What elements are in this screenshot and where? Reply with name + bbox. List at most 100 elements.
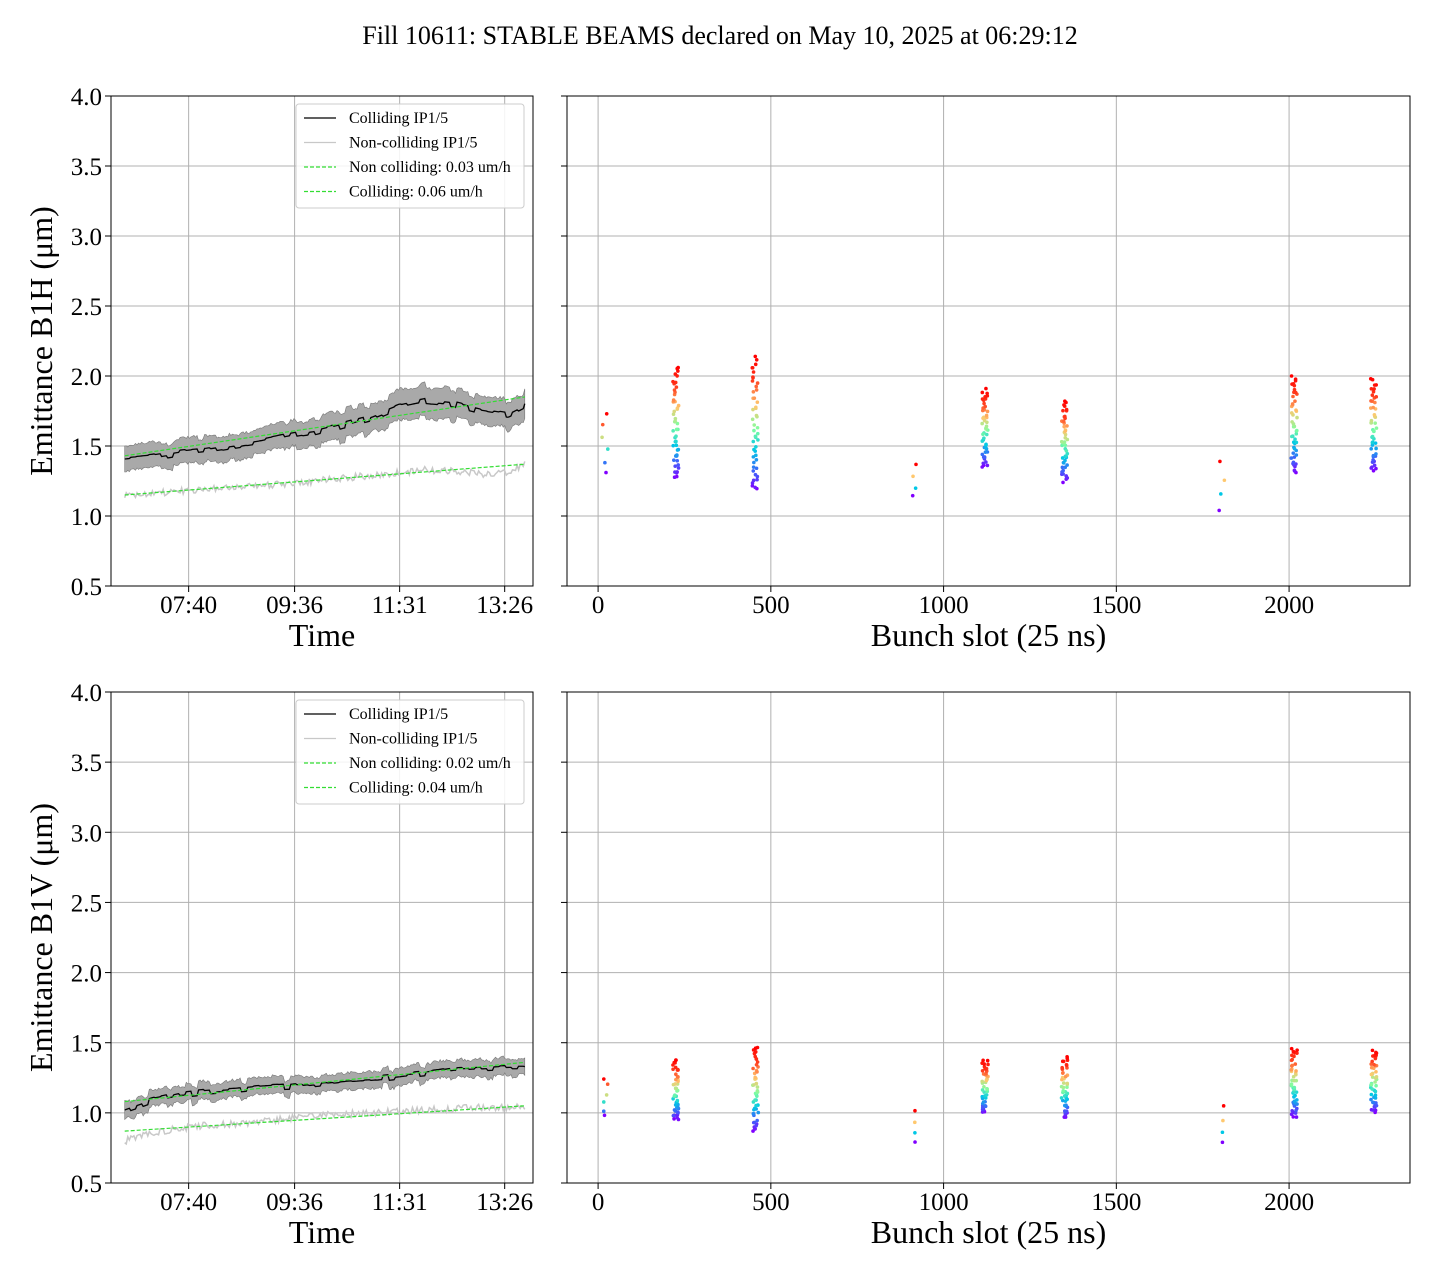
y-tick-label: 1.0	[71, 1101, 102, 1128]
bunch-point	[1369, 1092, 1374, 1097]
bunch-point	[755, 425, 760, 430]
bunch-point	[1370, 1048, 1375, 1053]
bunch-point	[1374, 426, 1379, 430]
bunch-point	[1369, 447, 1373, 451]
bunch-point	[1374, 1050, 1378, 1055]
bunch-point	[913, 1120, 917, 1125]
bunch-point	[1061, 468, 1065, 473]
bunch-point	[753, 1098, 757, 1102]
non-colliding-fit-line	[124, 1105, 525, 1132]
bunch-point	[751, 469, 756, 473]
bunch-point	[1369, 1065, 1374, 1070]
bunch-point	[1371, 1100, 1375, 1105]
bunch-point	[1293, 377, 1298, 381]
bunch-point	[673, 416, 678, 421]
bunch-point	[1294, 1069, 1298, 1073]
bunch-point	[1289, 411, 1294, 415]
bunch-point	[980, 397, 985, 401]
bunch-point	[1374, 1075, 1379, 1079]
bunch-point	[1374, 452, 1378, 456]
bunch-point	[1059, 439, 1064, 444]
bunch-point	[1369, 1082, 1374, 1087]
bunch-point	[1064, 474, 1069, 478]
bunch-point	[1292, 468, 1297, 473]
y-tick-label: 1.0	[71, 504, 102, 531]
bunch-point	[1371, 458, 1375, 462]
bunch-point	[671, 429, 675, 433]
bunch-point	[751, 478, 756, 483]
y-tick-label: 0.5	[71, 1171, 102, 1198]
bunch-point	[1373, 1089, 1378, 1094]
bunch-point	[752, 460, 756, 465]
bunch-point	[911, 474, 915, 479]
bunch-point	[1294, 453, 1299, 457]
bunch-point	[606, 447, 610, 451]
x-tick-label: 07:40	[160, 1189, 217, 1216]
legend-label: Colliding IP1/5	[349, 110, 448, 127]
b1v-time-panel: 0.5 1.0 1.5 2.0 2.5 3.0 3.5 4.0 07:40 09:36 11:31 1…	[23, 680, 534, 1250]
bunch-point	[1372, 387, 1376, 391]
bunch-point	[1291, 1115, 1296, 1119]
legend-label: Non colliding: 0.03 um/h	[349, 159, 511, 176]
bunch-point	[983, 404, 988, 409]
bunch-point	[1370, 465, 1374, 469]
bunch-point	[1373, 1093, 1378, 1097]
bunch-point	[1294, 1108, 1298, 1113]
colliding-fit-line	[124, 396, 525, 457]
bunch-point	[673, 1086, 678, 1091]
bunch-point	[1292, 446, 1297, 451]
bunch-point	[914, 462, 918, 467]
bunch-point	[754, 453, 758, 458]
bunch-point	[980, 1105, 985, 1110]
bunch-point	[1063, 458, 1067, 463]
bunch-point	[984, 432, 989, 437]
y-tick-label: 4.0	[71, 84, 102, 111]
y-tick-label: 1.5	[71, 434, 102, 461]
bunch-point	[675, 448, 680, 452]
bunch-point	[1065, 1081, 1070, 1086]
bunch-point	[674, 439, 678, 444]
bunch-point	[754, 1081, 759, 1086]
bunch-point	[1374, 446, 1378, 451]
bunch-point	[755, 477, 759, 482]
bunch-point	[1063, 414, 1067, 419]
bunch-point	[1293, 390, 1298, 395]
bunch-point	[601, 1100, 606, 1104]
x-tick-label: 0	[592, 1189, 605, 1216]
bunch-point	[673, 1065, 678, 1070]
bunch-point	[1374, 466, 1378, 471]
bunch-point	[1292, 387, 1297, 392]
bunch-point	[600, 422, 605, 427]
y-tick-label: 2.5	[71, 294, 102, 321]
legend-label: Colliding IP1/5	[349, 706, 448, 723]
bunch-point	[751, 1111, 756, 1116]
bunch-point	[1289, 1046, 1294, 1051]
bunch-point	[751, 1129, 755, 1133]
y-axis-label: Emittance B1H (μm)	[23, 206, 59, 476]
bunch-point	[1222, 478, 1227, 483]
b1h-bunch-panel: 0 500 1000 1500 2000 Bunch slot (25 ns)	[561, 95, 1411, 653]
bunch-point	[674, 427, 679, 432]
x-tick-label: 09:36	[266, 1189, 323, 1216]
bunch-point	[671, 1067, 675, 1072]
bunch-point	[676, 403, 681, 408]
bunch-point	[751, 1066, 755, 1071]
non-colliding-line	[124, 1102, 526, 1146]
y-tick-label: 3.5	[71, 154, 102, 181]
bunch-point	[1289, 1067, 1294, 1072]
bunch-point	[1295, 415, 1299, 420]
bunch-point	[1294, 432, 1299, 436]
bunch-point	[983, 1104, 988, 1108]
bunch-point	[750, 365, 755, 370]
legend-label: Non-colliding IP1/5	[349, 135, 477, 152]
bunch-point	[1290, 420, 1294, 424]
legend-label: Colliding: 0.06 um/h	[349, 184, 483, 201]
bunch-point	[1290, 1108, 1294, 1113]
bunch-point	[672, 458, 676, 462]
bunch-point	[1290, 402, 1295, 406]
bunch-point	[1292, 1078, 1296, 1083]
bunch-point	[1064, 407, 1069, 412]
bunch-point	[752, 1106, 757, 1111]
bunch-point	[1294, 440, 1299, 445]
bunch-point	[1062, 1109, 1067, 1113]
